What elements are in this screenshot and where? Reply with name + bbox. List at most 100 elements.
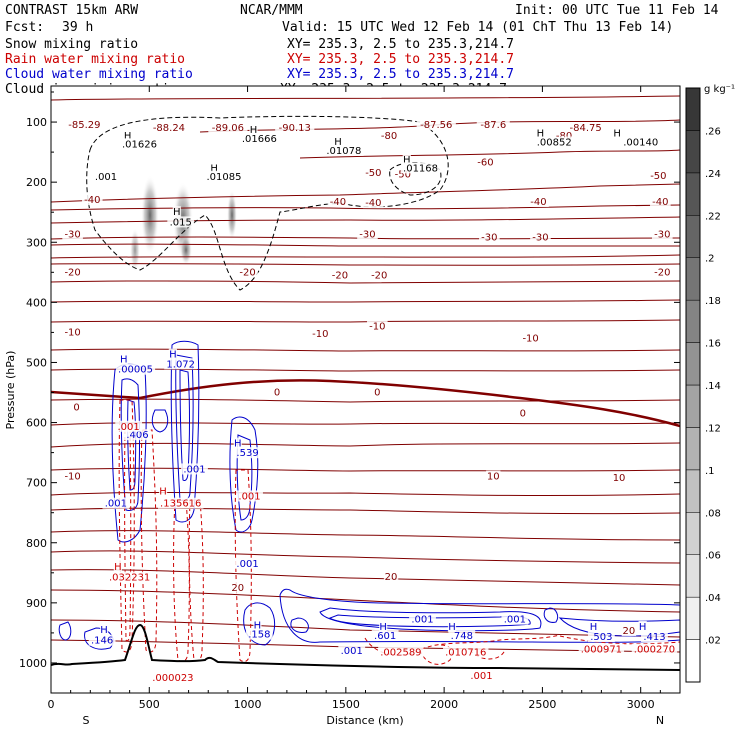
temp-contour <box>51 254 680 259</box>
plot-area <box>51 86 680 693</box>
cloud-ice-label-bg <box>123 129 132 141</box>
temperature-label: 10 <box>487 472 500 483</box>
header-center: NCAR/MMM <box>240 3 303 18</box>
cloud-water-label-bg <box>102 497 130 509</box>
temperature-label-bg <box>392 168 414 180</box>
temp-contour <box>51 550 680 564</box>
rain-label: .001 <box>470 671 492 682</box>
y-tick-label: 500 <box>26 356 47 369</box>
temperature-label-bg <box>650 195 671 207</box>
cloud-ice-label-bg <box>613 127 622 139</box>
temperature-label-bg <box>621 625 637 637</box>
temperature-label: -20 <box>654 267 670 278</box>
cloud-water-contour <box>58 621 72 641</box>
cloud-ice-label-bg <box>210 162 219 174</box>
x-axis-label: Distance (km) <box>326 714 403 727</box>
cloud-water-label: .406 <box>126 430 148 441</box>
cloud-ice-label: H <box>334 137 342 148</box>
colorbar-tick-label: .2 <box>705 254 715 265</box>
cloud-ice-label-bg <box>621 136 661 148</box>
temperature-label: -30 <box>532 232 548 243</box>
temperature-label: -80 <box>556 131 572 142</box>
colorbar-segment <box>685 639 701 683</box>
rain-label-bg <box>113 560 122 572</box>
rain-label: .032231 <box>109 573 150 584</box>
legend-rain-name: Rain water mixing ratio <box>5 52 185 67</box>
temperature-label: 20 <box>623 626 636 637</box>
rain-label: .000270 <box>634 645 675 656</box>
temperature-label-bg <box>81 194 103 206</box>
temperature-label-bg <box>530 231 551 243</box>
cloud-ice-label-bg <box>536 127 545 139</box>
cloud-water-label: .146 <box>91 636 113 647</box>
cloud-water-label-bg <box>245 628 273 640</box>
cloud-ice-label: H <box>403 155 411 166</box>
colorbar-segment <box>685 257 701 301</box>
temperature-label-bg <box>230 581 245 593</box>
cloud-ice-label: .001 <box>95 172 117 183</box>
temperature-label-bg <box>309 328 331 340</box>
rain-contour <box>419 644 453 665</box>
rain-label: .010716 <box>445 648 486 659</box>
temperature-label-bg <box>486 470 501 482</box>
temp-contour <box>51 530 680 541</box>
cloud-ice-label: H <box>537 128 545 139</box>
cloud-water-contour <box>170 340 200 523</box>
temperature-label-bg <box>553 129 575 141</box>
temperature-label-bg <box>62 266 83 278</box>
cloud-ice-label-bg <box>333 135 343 147</box>
colorbar-unit: g kg⁻¹ <box>704 84 735 95</box>
rain-label: .000023 <box>152 673 193 684</box>
temperature-label: -20 <box>332 270 348 281</box>
temperature-label: -60 <box>477 157 493 168</box>
temp-contour <box>51 183 680 203</box>
colorbar-segment <box>685 172 701 216</box>
cloud-water-label-bg <box>253 619 262 631</box>
temperature-label: -20 <box>239 267 255 278</box>
temperature-label-bg <box>366 320 388 332</box>
cloud-water-label: H <box>590 622 598 633</box>
temp-contour <box>51 95 680 101</box>
colorbar-tick-label: .1 <box>705 466 715 477</box>
temperature-label-bg <box>475 156 496 168</box>
cloud-water-label: 1.072 <box>166 359 195 370</box>
rain-label-bg <box>150 671 196 683</box>
temperature-label: 0 <box>274 388 280 399</box>
temperature-label-bg <box>62 470 83 482</box>
x-tick-label: 0 <box>48 698 55 711</box>
temperature-label-bg <box>327 195 349 207</box>
cloud-water-label-bg <box>168 348 177 360</box>
header-init: Init: 00 UTC Tue 11 Feb 14 <box>515 3 719 18</box>
colorbar-tick-label: .18 <box>705 296 721 307</box>
temp-contour <box>51 348 680 352</box>
cloud-ice-label-bg <box>249 123 258 135</box>
snow-blob <box>180 235 192 265</box>
legend-snow-xy: XY= 235.3, 2.5 to 235.3,214.7 <box>287 37 514 52</box>
temperature-label: -40 <box>84 195 100 206</box>
cloud-ice-label: H <box>124 131 132 142</box>
cloud-water-labels: H.00005H1.072.406H.539.001.001.001H.146H… <box>88 348 668 657</box>
rain-label-bg <box>115 420 143 432</box>
cloud-water-label-bg <box>88 634 116 646</box>
temperature-label: -30 <box>481 232 497 243</box>
temperature-label-bg <box>648 170 669 182</box>
cloud-water-label: .001 <box>341 646 363 657</box>
cloud-water-label: .413 <box>643 632 665 643</box>
temperature-label: -90.13 <box>279 123 311 134</box>
temperature-label-bg <box>272 386 282 398</box>
temperature-label-bg <box>368 269 390 281</box>
temperature-label-bg <box>520 332 541 344</box>
temperature-label-bg <box>72 401 81 413</box>
cloud-ice-label-bg <box>204 170 244 182</box>
temperature-label-bg <box>518 407 527 419</box>
colorbar-segment <box>685 215 701 258</box>
rain-label: H <box>114 562 122 573</box>
rain-label-bg <box>443 646 489 658</box>
temperature-label: -50 <box>365 168 381 179</box>
cloud-water-label: .748 <box>451 631 473 642</box>
cloud-water-label: H <box>120 354 128 365</box>
temp-contour <box>51 280 680 284</box>
colorbar-segment <box>685 342 701 386</box>
temperature-label-bg <box>208 122 248 134</box>
temp-contour <box>51 569 680 586</box>
